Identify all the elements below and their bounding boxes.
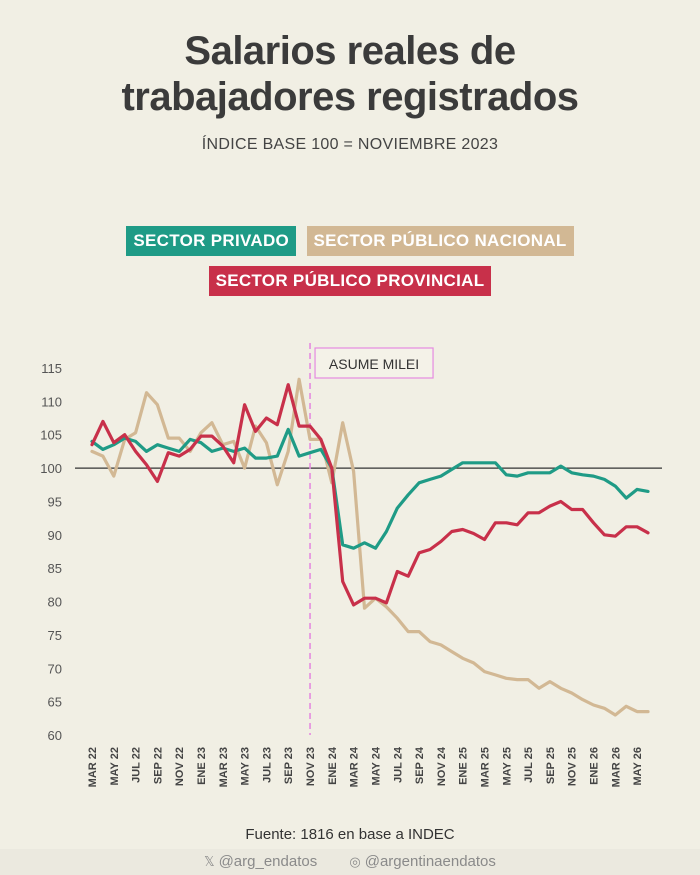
legend-publico-provincial: SECTOR PÚBLICO PROVINCIAL bbox=[208, 266, 492, 296]
x-tick-label: MAY 24 bbox=[370, 746, 382, 785]
x-tick-label: MAR 26 bbox=[610, 747, 622, 787]
footer: 𝕏 @arg_endatos ◎ @argentinaendatos bbox=[0, 849, 700, 875]
x-tick-label: MAY 25 bbox=[501, 747, 513, 786]
y-tick-label: 65 bbox=[48, 695, 62, 710]
source-note: Fuente: 1816 en base a INDEC bbox=[245, 826, 455, 843]
x-tick-label: MAR 24 bbox=[349, 746, 361, 787]
x-tick-label: NOV 24 bbox=[436, 746, 448, 786]
annotation-label: ASUME MILEI bbox=[329, 356, 419, 372]
title-line-2: trabajadores registrados bbox=[121, 75, 579, 119]
y-tick-label: 115 bbox=[41, 361, 62, 376]
twitter-handle[interactable]: 𝕏 @arg_endatos bbox=[204, 849, 317, 875]
legend-publico-nacional: SECTOR PÚBLICO NACIONAL bbox=[306, 226, 574, 256]
x-tick-label: SEP 24 bbox=[414, 746, 426, 784]
y-tick-label: 80 bbox=[48, 595, 62, 610]
twitter-handle-text: @arg_endatos bbox=[218, 853, 318, 870]
x-tick-label: NOV 22 bbox=[174, 747, 186, 786]
x-tick-label: SEP 23 bbox=[283, 747, 295, 784]
x-tick-label: SEP 22 bbox=[152, 747, 164, 784]
y-tick-label: 90 bbox=[48, 528, 62, 543]
instagram-handle-text: @argentinaendatos bbox=[364, 853, 496, 870]
x-tick-label: SEP 25 bbox=[545, 747, 557, 784]
series-line-provincial bbox=[90, 383, 650, 607]
x-tick-label: ENE 26 bbox=[588, 747, 600, 785]
chart-title: Salarios reales de trabajadores registra… bbox=[0, 28, 700, 120]
y-tick-label: 75 bbox=[48, 628, 62, 643]
x-tick-label: NOV 25 bbox=[567, 747, 579, 786]
x-tick-label: ENE 23 bbox=[196, 747, 208, 785]
x-tick-label: ENE 25 bbox=[458, 747, 470, 785]
annotation-box bbox=[314, 347, 434, 379]
y-tick-label: 70 bbox=[48, 661, 62, 676]
y-tick-label: 60 bbox=[48, 728, 62, 743]
x-tick-label: JUL 22 bbox=[131, 747, 143, 783]
legend-row-1: SECTOR PRIVADO SECTOR PÚBLICO NACIONAL bbox=[0, 226, 700, 256]
x-tick-label: JUL 23 bbox=[261, 747, 273, 783]
title-line-1: Salarios reales de bbox=[184, 29, 516, 73]
x-tick-label: MAY 23 bbox=[240, 747, 252, 786]
legend-privado: SECTOR PRIVADO bbox=[126, 226, 297, 256]
chart-subtitle: ÍNDICE BASE 100 = NOVIEMBRE 2023 bbox=[201, 136, 499, 153]
x-tick-label: NOV 23 bbox=[305, 747, 317, 786]
x-tick-label: MAR 23 bbox=[218, 747, 230, 787]
y-tick-label: 85 bbox=[48, 561, 62, 576]
x-tick-label: MAR 25 bbox=[479, 747, 491, 787]
line-chart: 60 65 70 75 80 85 90 95 100 105 110 115 MAR 22 MAY 22… bbox=[40, 343, 662, 787]
x-tick-label: MAY 22 bbox=[109, 747, 121, 786]
y-tick-label: 95 bbox=[48, 494, 62, 509]
y-tick-label: 100 bbox=[40, 461, 62, 476]
x-tick-label: MAR 22 bbox=[87, 747, 99, 787]
x-tick-label: MAY 26 bbox=[632, 747, 644, 786]
y-tick-label: 110 bbox=[41, 394, 62, 409]
instagram-handle[interactable]: ◎ @argentinaendatos bbox=[349, 849, 496, 875]
x-tick-label: JUL 25 bbox=[523, 747, 535, 783]
y-tick-label: 105 bbox=[40, 428, 62, 443]
x-icon: 𝕏 bbox=[204, 854, 215, 869]
series-line-privado bbox=[90, 427, 650, 550]
instagram-icon: ◎ bbox=[349, 854, 361, 869]
x-tick-label: ENE 24 bbox=[327, 746, 339, 785]
legend-row-2: SECTOR PÚBLICO PROVINCIAL bbox=[0, 266, 700, 296]
x-tick-label: JUL 24 bbox=[392, 746, 404, 783]
